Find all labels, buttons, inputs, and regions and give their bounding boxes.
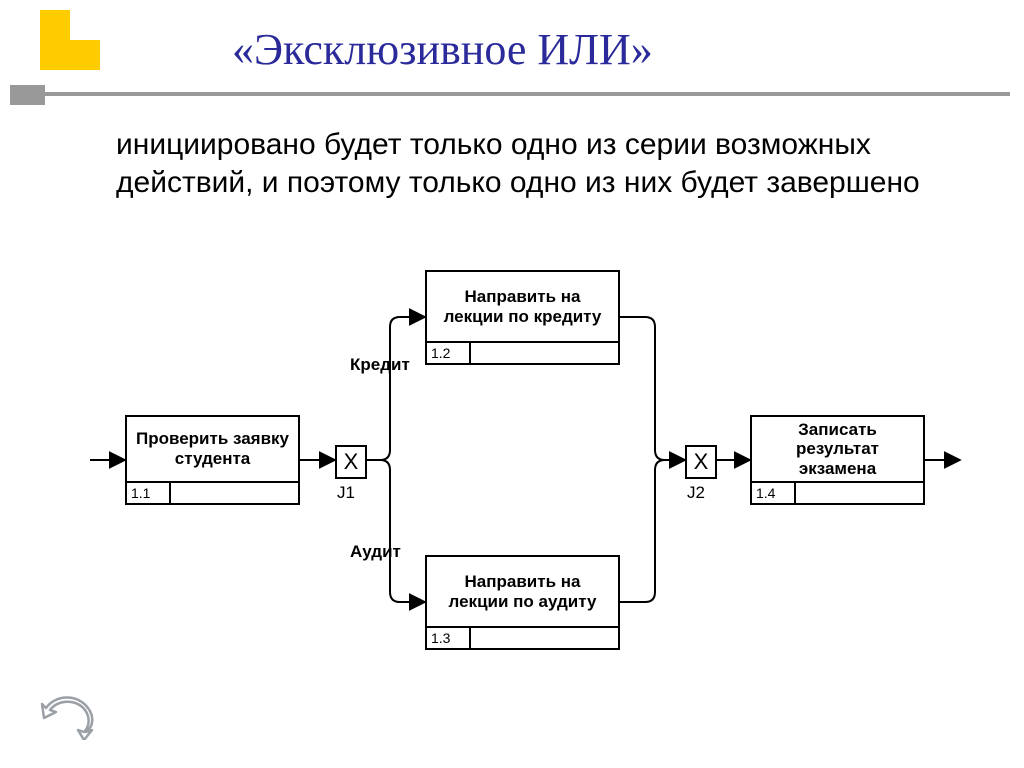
slide: «Эксклюзивное ИЛИ» инициировано будет то… <box>0 0 1024 768</box>
activity-node: Записать результат экзамена1.4 <box>750 415 925 505</box>
activity-node: Направить на лекции по аудиту1.3 <box>425 555 620 650</box>
activity-node-footer: 1.1 <box>127 481 298 503</box>
return-arrow-icon <box>34 690 100 740</box>
decor-yellow-2 <box>70 40 100 70</box>
activity-node-id: 1.3 <box>427 628 471 648</box>
decor-gray-box <box>10 85 45 105</box>
xor-diagram: Проверить заявку студента1.1 Направить на… <box>90 260 970 660</box>
activity-node-id: 1.2 <box>427 343 471 363</box>
activity-node-id: 1.1 <box>127 483 171 503</box>
edge-label: Аудит <box>350 542 401 562</box>
activity-node: Направить на лекции по кредиту1.2 <box>425 270 620 365</box>
activity-node-footer: 1.3 <box>427 626 618 648</box>
activity-node-id: 1.4 <box>752 483 796 503</box>
activity-node-footer: 1.2 <box>427 341 618 363</box>
edge <box>620 460 685 602</box>
xor-junction: X <box>335 445 367 479</box>
junction-label: J2 <box>687 483 705 503</box>
slide-body-text: инициировано будет только одно из серии … <box>116 126 936 201</box>
decor-hline <box>10 92 1010 96</box>
return-arrow-svg <box>34 690 100 740</box>
activity-node-footer: 1.4 <box>752 481 923 503</box>
edge <box>367 460 425 602</box>
activity-node-label: Направить на лекции по кредиту <box>427 272 618 341</box>
decor-yellow-1 <box>40 10 70 70</box>
activity-node-label: Направить на лекции по аудиту <box>427 557 618 626</box>
edge <box>367 317 425 460</box>
activity-node-label: Проверить заявку студента <box>127 417 298 481</box>
edge-label: Кредит <box>350 355 410 375</box>
slide-title: «Эксклюзивное ИЛИ» <box>232 24 653 75</box>
activity-node: Проверить заявку студента1.1 <box>125 415 300 505</box>
activity-node-label: Записать результат экзамена <box>752 417 923 481</box>
junction-label: J1 <box>337 483 355 503</box>
edge <box>620 317 685 460</box>
xor-junction: X <box>685 445 717 479</box>
